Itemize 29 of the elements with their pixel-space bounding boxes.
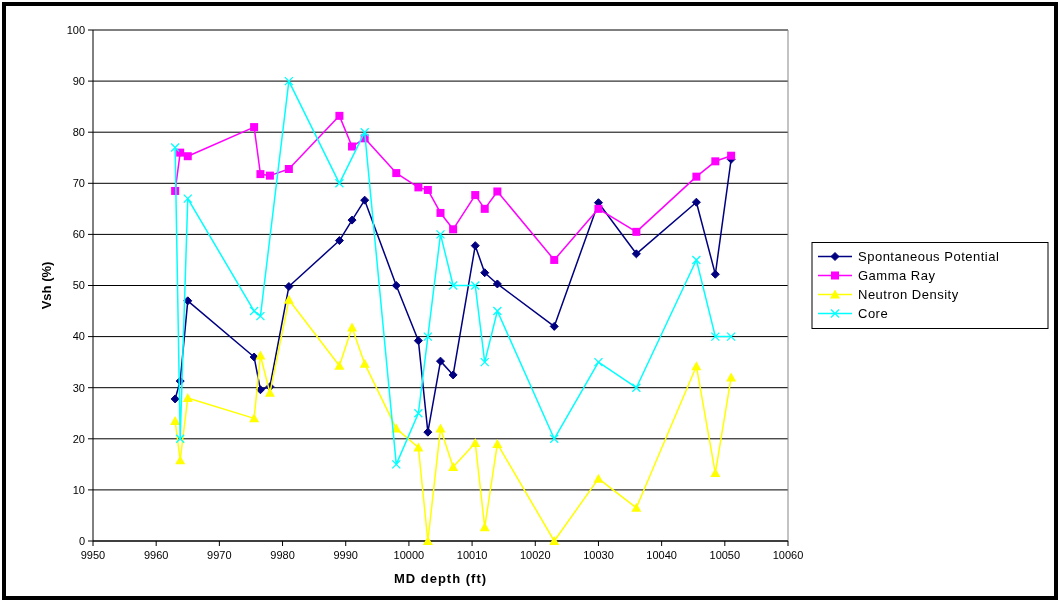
- x-tick-label: 9990: [333, 549, 358, 561]
- y-axis-title: Vsh (%): [39, 261, 54, 310]
- legend-label: Spontaneous Potential: [858, 249, 1000, 265]
- y-tick-label: 70: [72, 177, 85, 190]
- x-tick-label: 10040: [646, 549, 677, 561]
- y-tick-label: 100: [66, 23, 85, 36]
- x-tick-label: 9950: [80, 549, 106, 561]
- x-axis-title: MD depth (ft): [393, 571, 488, 586]
- legend-label: Core: [858, 306, 889, 322]
- legend-label: Neutron Density: [858, 287, 959, 303]
- x-tick-label: 9960: [143, 549, 169, 561]
- y-tick-label: 0: [78, 534, 85, 547]
- y-tick-label: 80: [72, 126, 85, 139]
- x-tick-label: 10000: [393, 549, 425, 561]
- legend-label: Gamma Ray: [858, 268, 936, 284]
- y-tick-label: 10: [72, 483, 85, 496]
- y-tick-label: 90: [72, 74, 85, 87]
- y-tick-label: 20: [72, 432, 85, 445]
- x-tick-label: 10050: [709, 549, 741, 561]
- x-tick-label: 9970: [207, 549, 232, 561]
- x-tick-label: 10060: [772, 549, 804, 561]
- x-tick-label: 10020: [519, 549, 551, 561]
- x-tick-label: 10010: [456, 549, 488, 561]
- x-tick-label: 9980: [270, 549, 295, 561]
- x-tick-label: 10030: [583, 549, 614, 561]
- y-tick-label: 60: [72, 228, 85, 241]
- y-tick-label: 40: [72, 330, 85, 343]
- y-tick-label: 30: [72, 381, 85, 394]
- y-tick-label: 50: [72, 279, 85, 292]
